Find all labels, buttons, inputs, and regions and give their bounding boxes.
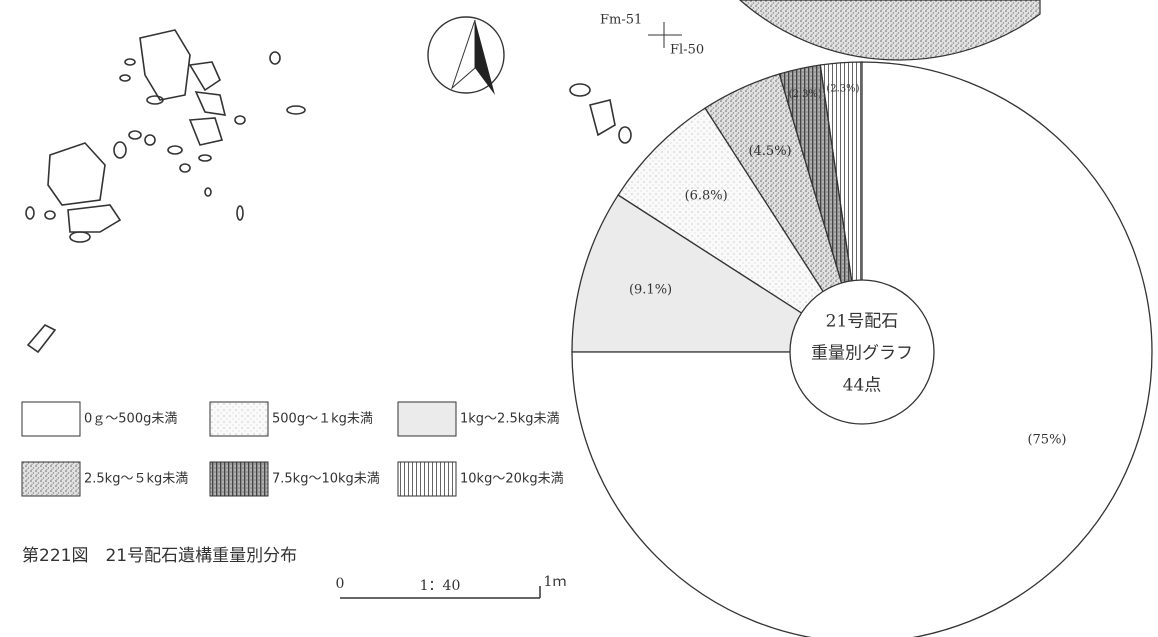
legend-swatch xyxy=(397,401,457,437)
legend-swatch xyxy=(209,401,269,437)
legend-label: 7.5kg～10kg未満 xyxy=(272,472,380,487)
legend-label: 2.5kg～５kg未満 xyxy=(84,472,188,487)
slice-label: (9.1%) xyxy=(629,282,672,297)
legend-label: 0ｇ～500g未満 xyxy=(84,412,177,427)
scale-bar: 0 1：40 1ｍ xyxy=(336,574,567,599)
center-text: 44点 xyxy=(843,376,882,396)
pie-slice xyxy=(571,194,865,353)
stone-map xyxy=(25,29,632,354)
legend-label: 10kg～20kg未満 xyxy=(460,472,564,487)
caption: 第221図 21号配石遺構重量別分布 xyxy=(22,546,297,566)
partial-pie xyxy=(739,0,1041,61)
slice-label: (6.8%) xyxy=(685,189,728,204)
center-circle xyxy=(789,279,935,425)
legend: 0ｇ～500g未満 500g～１kg未満 1kg～2.5kg未満 2.5kg～５kg未… xyxy=(21,401,564,497)
legend-label: 500g～１kg未満 xyxy=(272,412,373,427)
grid-label: Fm-51 xyxy=(600,13,642,28)
slice-label: (2.3%) xyxy=(826,83,859,94)
slice-label: (75%) xyxy=(1027,433,1066,448)
pie-slice xyxy=(571,61,1153,637)
scale-ratio: 1：40 xyxy=(420,578,461,594)
center-text: 21号配石 xyxy=(826,312,899,332)
scale-start: 0 xyxy=(336,576,345,592)
legend-swatch xyxy=(21,401,81,437)
scale-end: 1ｍ xyxy=(544,574,567,590)
north-arrow xyxy=(427,16,505,95)
grid-label: Fl-50 xyxy=(670,43,704,58)
slice-label: (2.3%) xyxy=(789,89,822,100)
center-text: 重量別グラフ xyxy=(811,344,913,364)
pie: (2.3%) (2.3%) (4.5%) (6.8%) (9.1%) (75%) 21号配石… xyxy=(571,61,1153,637)
legend-swatch xyxy=(397,461,457,497)
legend-swatch xyxy=(209,461,269,497)
legend-label: 1kg～2.5kg未満 xyxy=(460,412,560,427)
legend-swatch xyxy=(21,461,81,497)
grid-marker: Fm-51 Fl-50 xyxy=(600,13,704,58)
slice-label: (4.5%) xyxy=(748,144,791,159)
pie-slice xyxy=(617,107,863,353)
